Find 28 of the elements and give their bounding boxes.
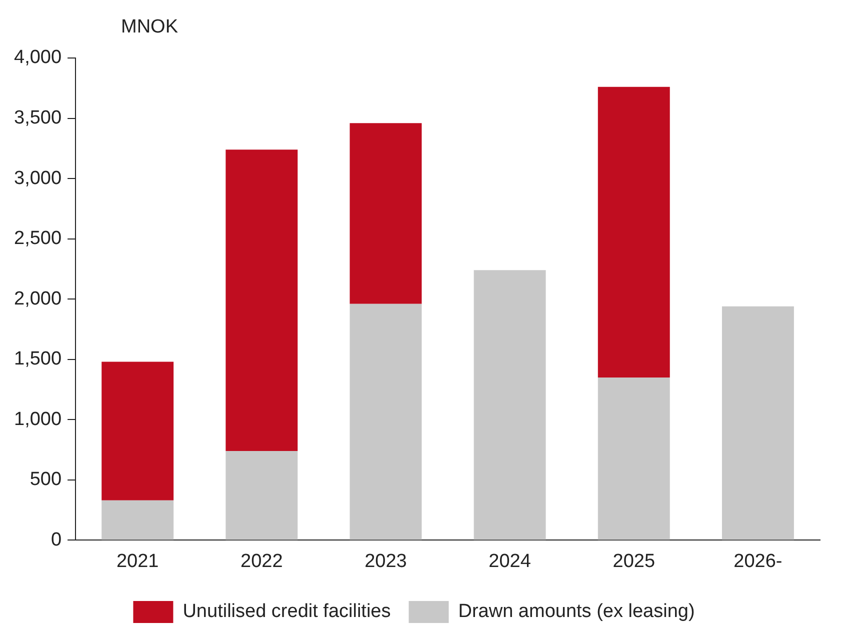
x-tick-label: 2024 xyxy=(488,550,532,572)
legend-label: Unutilised credit facilities xyxy=(182,601,391,622)
y-tick-label: 0 xyxy=(50,529,62,550)
y-tick-label: 2,000 xyxy=(14,288,62,310)
bar xyxy=(350,123,422,304)
bar xyxy=(722,306,794,540)
y-tick-label: 3,000 xyxy=(14,168,62,189)
y-axis-title: MNOK xyxy=(121,16,178,38)
y-tick-label: 4,000 xyxy=(14,47,62,68)
x-tick-label: 2022 xyxy=(240,550,283,572)
y-tick-label: 1,000 xyxy=(14,408,62,430)
bar xyxy=(102,500,174,540)
bar xyxy=(350,304,422,540)
y-tick-label: 1,500 xyxy=(14,348,62,370)
legend-label: Drawn amounts (ex leasing) xyxy=(458,601,695,622)
bar xyxy=(226,450,298,540)
y-tick-label: 2,500 xyxy=(14,228,62,250)
x-tick-label: 2026- xyxy=(734,550,782,572)
x-tick-label: 2025 xyxy=(612,550,656,572)
y-tick-label: 500 xyxy=(30,469,62,490)
bar xyxy=(226,150,298,451)
y-tick-label: 3,500 xyxy=(14,108,62,129)
bar xyxy=(598,86,670,378)
bar xyxy=(102,362,174,500)
bar xyxy=(598,377,670,540)
x-tick-label: 2021 xyxy=(116,550,159,572)
x-tick-label: 2023 xyxy=(364,550,407,572)
bar xyxy=(474,270,546,540)
